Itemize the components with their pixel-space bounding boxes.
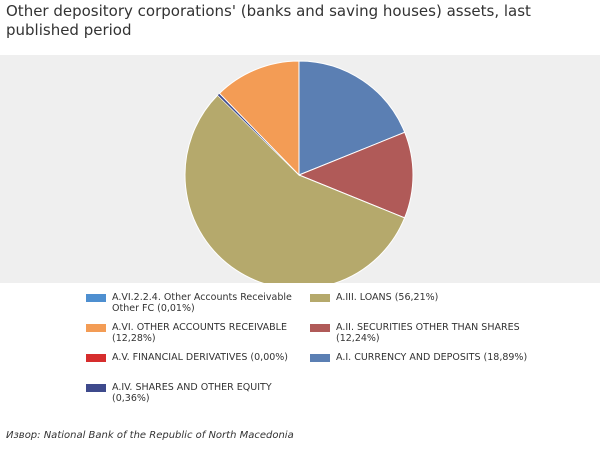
legend-label: A.VI.2.2.4. Other Accounts Receivable Ot… (112, 292, 292, 314)
chart-legend: A.VI.2.2.4. Other Accounts Receivable Ot… (86, 292, 546, 410)
legend-item-2: A.III. LOANS (56,21%) (310, 292, 528, 320)
legend-swatch (86, 324, 106, 332)
source-note: Извор: National Bank of the Republic of … (6, 430, 294, 441)
legend-item-1: A.II. SECURITIES OTHER THAN SHARES (12,2… (310, 322, 528, 350)
legend-swatch (86, 354, 106, 362)
legend-item-0: A.I. CURRENCY AND DEPOSITS (18,89%) (310, 352, 528, 380)
legend-swatch (86, 294, 106, 302)
legend-label: A.VI. OTHER ACCOUNTS RECEIVABLE (12,28%) (112, 322, 287, 344)
legend-swatch (310, 354, 330, 362)
legend-label: A.IV. SHARES AND OTHER EQUITY (0,36%) (112, 382, 272, 404)
plot-area (0, 55, 600, 283)
legend-item-5: A.VI. OTHER ACCOUNTS RECEIVABLE (12,28%) (86, 322, 304, 350)
pie-slice-1 (297, 131, 414, 219)
legend-item-3: A.IV. SHARES AND OTHER EQUITY (0,36%) (86, 382, 304, 410)
chart-title: Other depository corporations' (banks an… (6, 2, 531, 39)
pie-slice-0 (298, 60, 406, 176)
legend-swatch (310, 324, 330, 332)
pie-chart (184, 60, 414, 283)
legend-item-6: A.VI.2.2.4. Other Accounts Receivable Ot… (86, 292, 304, 320)
legend-swatch (310, 294, 330, 302)
legend-label: A.II. SECURITIES OTHER THAN SHARES (12,2… (336, 322, 520, 344)
legend-swatch (86, 384, 106, 392)
pie-slice-2 (184, 94, 406, 283)
pie-slice-5 (218, 60, 300, 177)
legend-item-4: A.V. FINANCIAL DERIVATIVES (0,00%) (86, 352, 304, 380)
legend-label: A.III. LOANS (56,21%) (336, 292, 439, 303)
legend-label: A.I. CURRENCY AND DEPOSITS (18,89%) (336, 352, 528, 363)
legend-label: A.V. FINANCIAL DERIVATIVES (0,00%) (112, 352, 289, 363)
